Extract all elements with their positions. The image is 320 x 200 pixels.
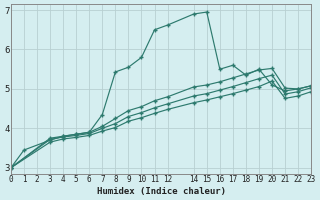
X-axis label: Humidex (Indice chaleur): Humidex (Indice chaleur) <box>97 187 226 196</box>
